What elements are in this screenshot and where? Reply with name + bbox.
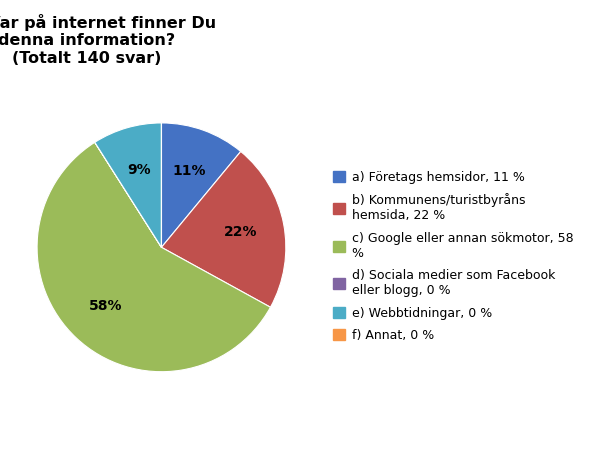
- Wedge shape: [161, 123, 241, 247]
- Wedge shape: [95, 123, 161, 247]
- Text: 22%: 22%: [224, 225, 258, 239]
- Wedge shape: [161, 152, 286, 307]
- Wedge shape: [37, 142, 270, 372]
- Wedge shape: [95, 142, 161, 247]
- Text: 9%: 9%: [127, 163, 151, 177]
- Text: 11%: 11%: [172, 164, 206, 178]
- Text: 4*. Var på internet finner Du
denna information?
(Totalt 140 svar): 4*. Var på internet finner Du denna info…: [0, 14, 216, 65]
- Legend: a) Företags hemsidor, 11 %, b) Kommunens/turistbyråns
hemsida, 22 %, c) Google e: a) Företags hemsidor, 11 %, b) Kommunens…: [329, 167, 577, 346]
- Text: 58%: 58%: [89, 299, 123, 313]
